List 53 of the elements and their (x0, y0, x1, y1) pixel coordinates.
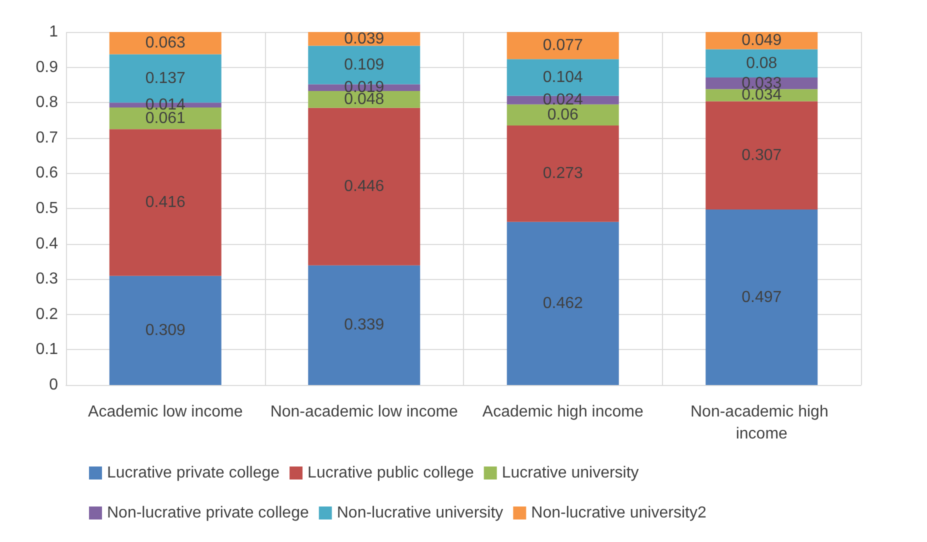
bar (506, 32, 619, 60)
data-label: 0.462 (542, 294, 583, 312)
x-tick-label: Non-academic low income (270, 404, 458, 420)
bar (109, 32, 222, 54)
bar (706, 49, 818, 78)
legend-label: Non-lucrative university (336, 504, 504, 522)
data-label: 0.307 (742, 146, 782, 164)
data-label: 0.497 (742, 288, 782, 306)
data-label: 0.049 (742, 32, 782, 50)
data-label: 0.063 (145, 34, 186, 52)
y-tick-label: 0.7 (36, 129, 58, 146)
x-tick-label: Academic low income (88, 404, 243, 420)
y-tick-label: 0.1 (36, 341, 58, 358)
data-label: 0.08 (746, 54, 778, 72)
y-tick-label: 1 (49, 24, 58, 40)
data-label: 0.077 (542, 37, 583, 54)
data-label: 0.446 (344, 178, 384, 196)
legend-label: Lucrative private college (107, 464, 280, 482)
legend-label: Lucrative university (502, 464, 639, 482)
data-label: 0.416 (145, 194, 186, 211)
data-label: 0.039 (344, 30, 384, 48)
y-tick-label: 0.5 (36, 200, 58, 217)
y-tick-label: 0.2 (36, 306, 58, 323)
bar (506, 222, 619, 385)
data-label: 0.024 (542, 92, 583, 109)
bar (706, 210, 818, 385)
legend-label: Non-lucrative university2 (531, 504, 706, 522)
bar (109, 129, 222, 276)
data-label: 0.061 (145, 110, 186, 127)
data-label: 0.104 (542, 69, 583, 86)
bar (506, 104, 619, 126)
data-label: 0.273 (542, 165, 583, 182)
bar (109, 276, 222, 385)
data-label: 0.06 (547, 106, 579, 124)
x-tick-label: Non-academic high income (690, 404, 833, 442)
y-tick-label: 0.8 (36, 94, 58, 112)
data-label: 0.309 (145, 322, 186, 339)
y-tick-label: 0.4 (36, 235, 58, 252)
legend-label: Lucrative public college (308, 464, 474, 482)
legend-label: Non-lucrative private college (107, 504, 309, 522)
y-tick-label: 0.3 (36, 270, 58, 288)
data-label: 0.109 (344, 56, 384, 74)
data-label: 0.137 (145, 70, 186, 87)
y-tick-label: 0 (49, 376, 58, 394)
y-tick-label: 0.6 (36, 164, 58, 182)
bar (706, 32, 818, 50)
data-label: 0.339 (344, 316, 384, 334)
y-tick-label: 0.9 (36, 58, 58, 76)
x-tick-label: Academic high income (482, 404, 644, 420)
bar (506, 126, 619, 222)
bar (706, 101, 818, 210)
bar (308, 108, 420, 266)
bar (308, 265, 420, 385)
